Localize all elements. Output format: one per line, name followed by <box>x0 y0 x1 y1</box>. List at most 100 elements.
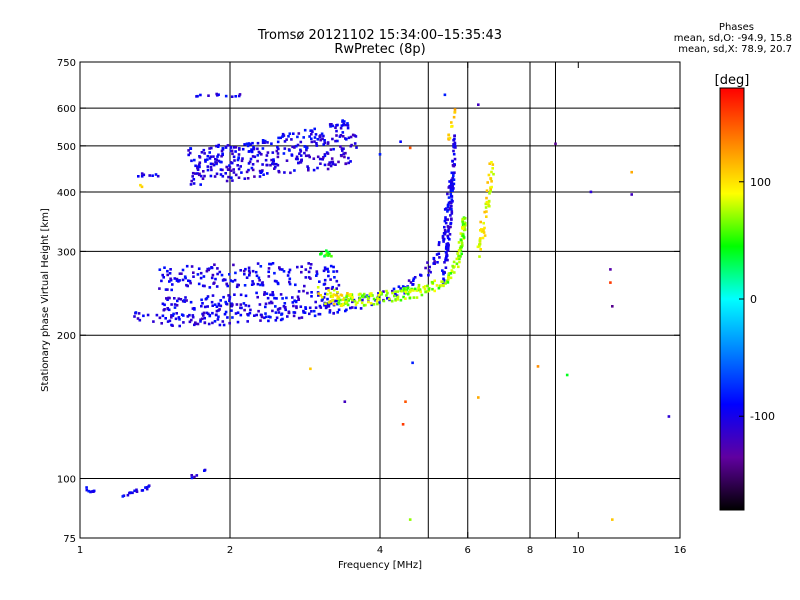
data-point <box>297 298 300 301</box>
data-point <box>257 309 260 313</box>
data-point <box>206 158 209 161</box>
data-point <box>211 162 214 166</box>
data-point <box>90 490 93 493</box>
data-point <box>145 486 149 489</box>
data-point <box>188 313 191 317</box>
data-point <box>374 299 377 302</box>
data-point <box>208 313 211 317</box>
data-point <box>219 299 222 302</box>
data-point <box>272 158 275 161</box>
data-point <box>285 159 289 162</box>
data-point <box>142 173 146 177</box>
data-point <box>135 488 138 492</box>
data-point <box>225 165 228 169</box>
data-point <box>215 285 219 288</box>
phases-x-stats: mean, sd,X: 78.9, 20.7 <box>678 44 792 55</box>
data-point <box>243 284 247 287</box>
data-point <box>215 172 219 176</box>
data-point <box>242 302 246 305</box>
data-point <box>452 142 455 146</box>
data-point <box>450 198 454 201</box>
data-point <box>228 273 231 276</box>
data-point <box>302 136 305 139</box>
data-point <box>304 154 308 158</box>
data-point <box>234 271 237 275</box>
data-point <box>243 272 246 276</box>
data-point <box>218 323 222 327</box>
data-point <box>409 289 413 292</box>
data-point <box>271 309 274 313</box>
data-point <box>329 291 332 295</box>
data-point <box>190 474 193 477</box>
data-point <box>344 309 347 313</box>
data-point <box>273 296 276 300</box>
data-point <box>213 263 216 266</box>
data-point <box>309 277 312 280</box>
data-point <box>231 316 234 319</box>
data-point <box>253 175 256 178</box>
data-point <box>216 267 219 270</box>
data-point <box>173 277 177 280</box>
data-point <box>412 289 415 292</box>
data-point <box>358 296 362 300</box>
data-point <box>263 293 266 296</box>
data-point <box>247 168 250 172</box>
data-point <box>275 316 279 320</box>
data-point <box>450 217 453 220</box>
data-point <box>214 277 217 281</box>
data-point <box>228 295 232 299</box>
data-point <box>237 176 241 179</box>
data-point <box>256 147 259 151</box>
data-point <box>236 320 240 324</box>
data-point <box>408 296 412 300</box>
data-point <box>488 192 491 195</box>
data-point <box>451 159 454 163</box>
data-point <box>334 139 337 143</box>
data-point <box>158 316 162 320</box>
data-point <box>449 201 452 205</box>
data-point <box>256 159 259 163</box>
data-point <box>267 267 271 270</box>
data-point <box>205 297 209 300</box>
data-point <box>251 280 254 283</box>
data-point <box>458 257 461 261</box>
data-point <box>327 302 331 306</box>
data-point <box>308 135 311 138</box>
colorbar-tick-label: 100 <box>750 176 771 189</box>
data-point <box>319 134 322 137</box>
data-point <box>155 313 159 317</box>
data-point <box>358 292 362 296</box>
data-point <box>459 238 463 241</box>
data-point <box>341 135 345 138</box>
data-point <box>315 142 318 145</box>
data-point <box>274 311 278 314</box>
data-point <box>219 160 222 164</box>
data-point <box>134 311 138 314</box>
data-point <box>200 317 204 321</box>
data-point <box>362 304 366 307</box>
data-point <box>313 314 317 318</box>
data-point <box>453 157 457 161</box>
data-point <box>394 292 397 296</box>
data-point <box>193 307 196 310</box>
data-point <box>351 296 354 299</box>
data-point <box>267 315 271 318</box>
data-point <box>202 311 206 315</box>
data-point <box>449 276 453 280</box>
data-point <box>229 279 233 282</box>
data-point <box>402 295 405 299</box>
data-point <box>171 283 174 286</box>
data-point <box>240 171 243 174</box>
data-point <box>288 280 291 284</box>
data-point <box>445 244 449 247</box>
data-point <box>169 268 172 271</box>
data-point <box>217 143 220 147</box>
data-point <box>326 142 330 145</box>
data-point <box>298 152 301 155</box>
data-point <box>426 261 429 264</box>
data-point <box>190 159 193 163</box>
data-point <box>292 304 295 308</box>
data-point <box>460 241 464 245</box>
data-point <box>247 269 251 272</box>
data-point <box>324 306 328 310</box>
